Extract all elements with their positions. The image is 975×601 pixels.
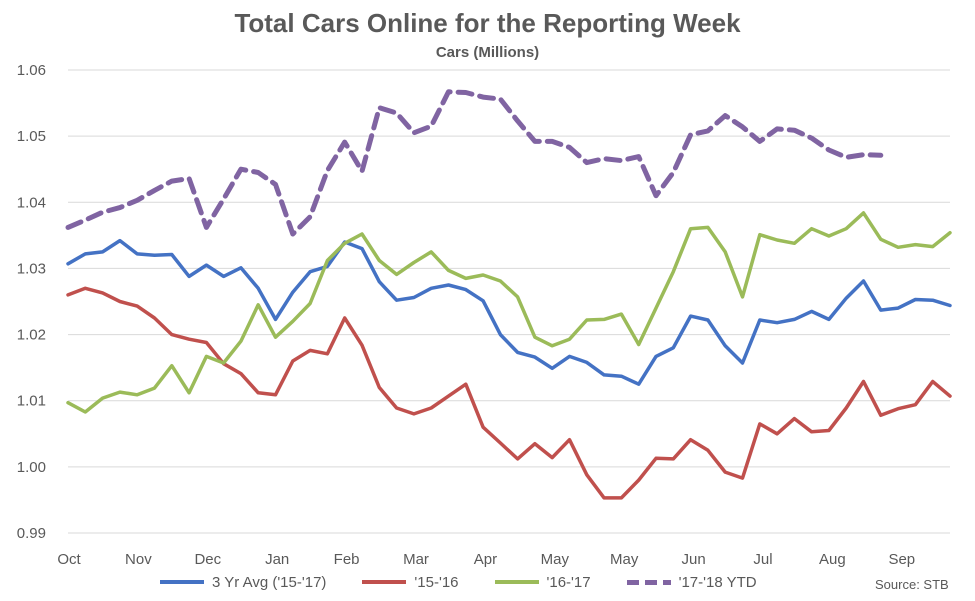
x-tick-label: Jun	[682, 551, 706, 568]
series-line-1	[66, 286, 952, 500]
x-tick-label: Feb	[334, 551, 360, 568]
y-tick-label: 0.99	[17, 525, 46, 542]
y-tick-label: 1.00	[17, 459, 46, 476]
chart-title: Total Cars Online for the Reporting Week	[234, 8, 741, 38]
legend-item: '16-'17	[494, 573, 591, 591]
y-tick-label: 1.02	[17, 327, 46, 344]
series-lines	[65, 89, 952, 500]
x-tick-label: May	[541, 551, 570, 568]
y-tick-label: 1.01	[17, 393, 46, 410]
y-tick-label: 1.06	[17, 62, 46, 79]
x-tick-label: Aug	[819, 551, 846, 568]
gridlines	[68, 69, 950, 534]
legend-item: '17-'18 YTD	[626, 573, 757, 591]
series-line-0	[66, 238, 952, 386]
legend: 3 Yr Avg ('15-'17) '15-'16 '16-'17 '17-'18 …	[160, 572, 793, 592]
series-line-3	[65, 89, 884, 237]
x-tick-label: Oct	[57, 551, 81, 568]
legend-swatch	[160, 580, 204, 584]
legend-label: '16-'17	[546, 573, 591, 591]
x-tick-label: May	[610, 551, 639, 568]
x-axis: Oct Nov Dec Jan Feb Mar Apr May May Jun Jul Aug Sep	[57, 551, 915, 568]
legend-item: 3 Yr Avg ('15-'17)	[160, 574, 326, 591]
x-tick-label: Nov	[125, 551, 152, 568]
y-tick-label: 1.03	[17, 260, 46, 277]
y-axis: 0.99 1.00 1.01 1.02 1.03 1.04 1.05 1.06	[17, 62, 46, 542]
y-tick-label: 1.05	[17, 128, 46, 145]
series-line-2	[66, 211, 952, 414]
legend-label: 3 Yr Avg ('15-'17)	[212, 573, 327, 591]
chart-subtitle: Cars (Millions)	[435, 44, 540, 61]
legend-swatch	[494, 580, 539, 584]
legend-item: '15-'16	[362, 573, 459, 591]
x-tick-label: Apr	[474, 551, 497, 568]
x-tick-label: Jul	[753, 551, 772, 568]
x-tick-label: Jan	[265, 551, 289, 568]
y-tick-label: 1.04	[17, 194, 46, 211]
legend-swatch	[362, 580, 407, 584]
source-note: Source: STB	[875, 577, 949, 592]
legend-label: '17-'18 YTD	[678, 573, 757, 591]
x-tick-label: Mar	[403, 551, 429, 568]
legend-swatch	[626, 579, 671, 585]
x-tick-label: Dec	[194, 551, 221, 568]
legend-label: '15-'16	[414, 573, 459, 591]
x-tick-label: Sep	[888, 551, 915, 568]
